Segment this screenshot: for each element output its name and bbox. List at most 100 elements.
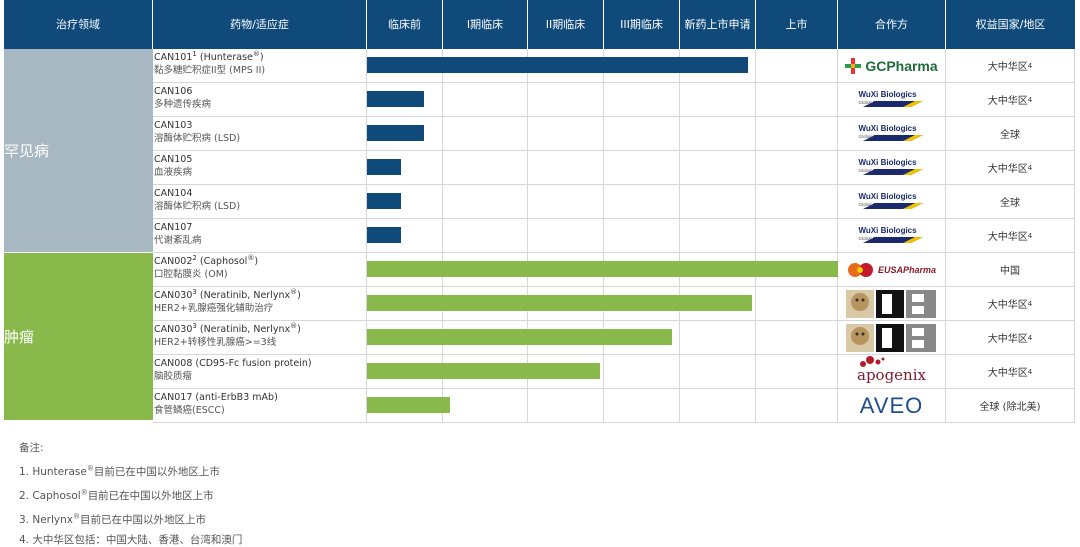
- region-cell: 大中华区 4: [946, 49, 1075, 82]
- phase-grid-cell: [680, 389, 756, 422]
- drug-code-sup: 3: [192, 321, 197, 330]
- phase-grid-cell: [680, 321, 756, 354]
- region-cell: 大中华区 4: [946, 287, 1075, 320]
- pipeline-table: 治疗领域 药物/适应症 临床前 I期临床 II期临床 III期临床 新药上市申请…: [4, 0, 1075, 423]
- progress-bar: [367, 329, 673, 345]
- region-text: 大中华区: [987, 300, 1028, 311]
- phase-grid-cell: [528, 117, 604, 150]
- phase-grid-cell: [528, 83, 604, 116]
- drug-code-sup: 2: [192, 253, 197, 262]
- partner-cell: EUSAPharma: [838, 253, 946, 286]
- drug-brand: Neratinib, Nerlynx: [203, 324, 291, 335]
- partner-cell: AVEO: [838, 389, 946, 422]
- wuxi-logo-text: WuXi Biologics: [858, 123, 917, 133]
- drug-cell: CAN0303 (Neratinib, Nerlynx®) HER2+乳腺癌强化辅…: [153, 287, 367, 320]
- drug-name: CAN107: [154, 221, 366, 234]
- pipeline-row: CAN0303 (Neratinib, Nerlynx®) HER2+转移性乳腺癌…: [153, 321, 1075, 355]
- registered-mark: ®: [290, 287, 298, 296]
- drug-name: CAN104: [154, 187, 366, 200]
- phase-grid-cell: [756, 117, 838, 150]
- region-text: 大中华区: [987, 62, 1028, 73]
- region-cell: 大中华区 4: [946, 83, 1075, 116]
- drug-name: CAN0303 (Neratinib, Nerlynx®): [154, 321, 301, 335]
- phase-grid-cell: [680, 151, 756, 184]
- drug-cell: CAN104 溶酶体贮积病 (LSD): [153, 185, 367, 218]
- wuxi-logo-text: WuXi Biologics: [858, 225, 917, 235]
- phase-grid-cell: [528, 355, 604, 388]
- region-text: 大中华区: [987, 334, 1028, 345]
- gcpharma-logo: GCPharma: [845, 57, 938, 74]
- phase-grid-cell: [443, 83, 528, 116]
- area-rare-label: 罕见病: [4, 142, 50, 160]
- pipeline-row: CAN0303 (Neratinib, Nerlynx®) HER2+乳腺癌强化辅…: [153, 287, 1075, 321]
- drug-name: CAN017 (anti-ErbB3 mAb): [154, 392, 278, 403]
- drug-indication: 食管鳞癌(ESCC): [154, 405, 225, 416]
- area-oncology-label: 肿瘤: [4, 328, 35, 346]
- progress-bar: [367, 125, 424, 141]
- region-cell: 全球: [946, 185, 1075, 218]
- drug-brand: Neratinib, Nerlynx: [203, 290, 291, 301]
- region-cell: 全球 (除北美): [946, 389, 1075, 422]
- region-text: 大中华区: [987, 368, 1028, 379]
- table-header: 治疗领域 药物/适应症 临床前 I期临床 II期临床 III期临床 新药上市申请…: [4, 0, 1075, 49]
- drug-code: CAN101: [154, 52, 193, 63]
- partner-cell: [838, 321, 946, 354]
- drug-code: CAN017: [154, 392, 193, 403]
- phase-grid-cell: [443, 151, 528, 184]
- phase-grid-cell: [756, 151, 838, 184]
- phase-grid-cell: [367, 117, 443, 150]
- phase-grid-cell: [756, 389, 838, 422]
- phase-grid-cell: [604, 151, 680, 184]
- phase-grid-cell: [367, 151, 443, 184]
- drug-cell: CAN106 多种遗传疾病: [153, 83, 367, 116]
- drug-indication: 黏多糖贮积症II型 (MPS II): [154, 65, 266, 76]
- footnote-1: 1. Hunterase®目前已在中国以外地区上市: [19, 464, 220, 478]
- phase-grid-cell: [528, 389, 604, 422]
- phase-grid-cell: [443, 389, 528, 422]
- pipeline-row: CAN017 (anti-ErbB3 mAb) 食管鳞癌(ESCC) AVEO 全球 …: [153, 389, 1075, 423]
- phase-grid-cell: [756, 287, 838, 320]
- drug-brand: Caphosol: [203, 256, 248, 267]
- region-cell: 中国: [946, 253, 1075, 286]
- phase-grid-cell: [604, 355, 680, 388]
- phase-grid-cell: [528, 219, 604, 252]
- wuxi-logo-text: WuXi Biologics: [858, 191, 917, 201]
- phase-grid-cell: [604, 117, 680, 150]
- drug-code: CAN030: [154, 290, 193, 301]
- apogenix-logo: apogenix: [857, 355, 926, 384]
- pipeline-row: CAN008 (CD95-Fc fusion protein) 脑胶质瘤 apoge…: [153, 355, 1075, 389]
- drug-code-sup: 1: [192, 49, 197, 58]
- registered-mark: ®: [290, 321, 298, 330]
- drug-indication: 代谢紊乱病: [154, 235, 202, 246]
- progress-bar: [367, 397, 450, 413]
- progress-bar: [367, 227, 402, 243]
- phase-grid-cell: [680, 287, 756, 320]
- phase-grid-cell: [756, 83, 838, 116]
- drug-code: CAN002: [154, 256, 193, 267]
- phase-grid-cell: [680, 185, 756, 218]
- drug-indication: HER2+转移性乳腺癌>=3线: [154, 337, 277, 348]
- drug-indication: 口腔黏膜炎 (OM): [154, 269, 228, 280]
- phase-grid-cell: [756, 355, 838, 388]
- phase-grid-cell: [528, 185, 604, 218]
- drug-name: CAN008 (CD95-Fc fusion protein): [154, 358, 312, 369]
- progress-bar: [367, 91, 424, 107]
- drug-name: CAN0303 (Neratinib, Nerlynx®): [154, 287, 301, 301]
- phase-grid-cell: [604, 83, 680, 116]
- phase-grid-cell: [367, 83, 443, 116]
- header-region: 权益国家/地区: [975, 18, 1046, 31]
- drug-code: CAN030: [154, 324, 193, 335]
- region-text: 大中华区: [987, 232, 1028, 243]
- header-partner: 合作方: [838, 0, 946, 49]
- header-phase-preclinical: 临床前: [367, 0, 443, 49]
